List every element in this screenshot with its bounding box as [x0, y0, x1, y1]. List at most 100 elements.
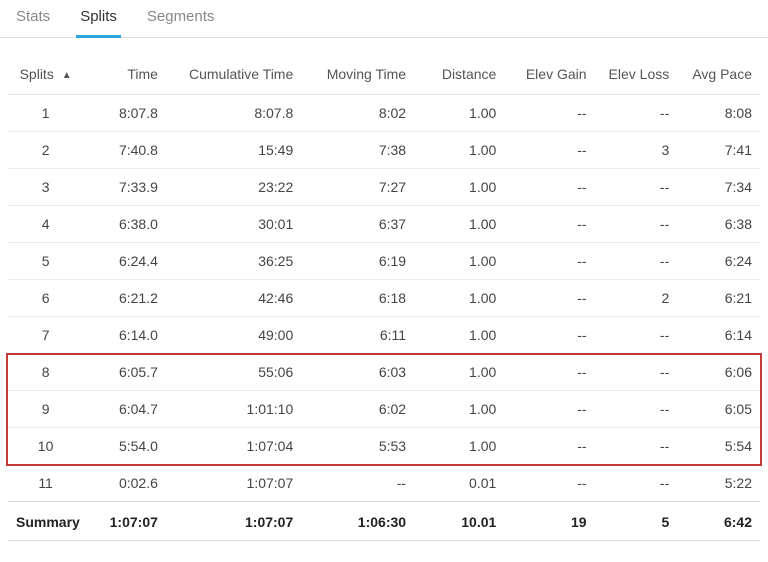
table-header-row: Splits ▲ Time Cumulative Time Moving Tim… — [8, 56, 760, 95]
activity-splits-panel: Stats Splits Segments Splits ▲ Time Cumu… — [0, 0, 768, 541]
col-moving[interactable]: Moving Time — [301, 56, 414, 95]
cell-split: 4 — [8, 206, 83, 243]
cell-loss: -- — [595, 206, 678, 243]
cell-dist: 1.00 — [414, 243, 504, 280]
col-splits[interactable]: Splits ▲ — [8, 56, 83, 95]
summary-pace: 6:42 — [677, 502, 760, 541]
cell-dist: 1.00 — [414, 132, 504, 169]
cell-pace: 7:34 — [677, 169, 760, 206]
cell-moving: -- — [301, 465, 414, 502]
cell-split: 5 — [8, 243, 83, 280]
cell-loss: 2 — [595, 280, 678, 317]
summary-dist: 10.01 — [414, 502, 504, 541]
cell-split: 3 — [8, 169, 83, 206]
cell-dist: 1.00 — [414, 391, 504, 428]
table-row[interactable]: 56:24.436:256:191.00----6:24 — [8, 243, 760, 280]
cell-time: 7:33.9 — [83, 169, 166, 206]
col-distance[interactable]: Distance — [414, 56, 504, 95]
cell-gain: -- — [504, 243, 594, 280]
cell-gain: -- — [504, 317, 594, 354]
cell-moving: 6:11 — [301, 317, 414, 354]
cell-time: 7:40.8 — [83, 132, 166, 169]
cell-time: 6:24.4 — [83, 243, 166, 280]
cell-pace: 8:08 — [677, 95, 760, 132]
col-avg-pace[interactable]: Avg Pace — [677, 56, 760, 95]
cell-pace: 5:22 — [677, 465, 760, 502]
cell-time: 6:05.7 — [83, 354, 166, 391]
cell-pace: 6:21 — [677, 280, 760, 317]
cell-dist: 1.00 — [414, 354, 504, 391]
cell-loss: -- — [595, 169, 678, 206]
col-splits-label: Splits — [20, 66, 54, 82]
cell-gain: -- — [504, 95, 594, 132]
col-cumulative[interactable]: Cumulative Time — [166, 56, 301, 95]
cell-time: 6:14.0 — [83, 317, 166, 354]
cell-gain: -- — [504, 428, 594, 465]
cell-moving: 5:53 — [301, 428, 414, 465]
col-elev-gain[interactable]: Elev Gain — [504, 56, 594, 95]
table-row[interactable]: 27:40.815:497:381.00--37:41 — [8, 132, 760, 169]
table-row[interactable]: 96:04.71:01:106:021.00----6:05 — [8, 391, 760, 428]
cell-cum: 1:01:10 — [166, 391, 301, 428]
col-time[interactable]: Time — [83, 56, 166, 95]
cell-moving: 6:19 — [301, 243, 414, 280]
col-elev-loss[interactable]: Elev Loss — [595, 56, 678, 95]
cell-cum: 1:07:07 — [166, 465, 301, 502]
cell-cum: 36:25 — [166, 243, 301, 280]
cell-cum: 55:06 — [166, 354, 301, 391]
cell-cum: 42:46 — [166, 280, 301, 317]
cell-moving: 6:03 — [301, 354, 414, 391]
table-row[interactable]: 46:38.030:016:371.00----6:38 — [8, 206, 760, 243]
cell-time: 8:07.8 — [83, 95, 166, 132]
cell-split: 6 — [8, 280, 83, 317]
summary-time: 1:07:07 — [83, 502, 166, 541]
table-row[interactable]: 86:05.755:066:031.00----6:06 — [8, 354, 760, 391]
cell-pace: 6:38 — [677, 206, 760, 243]
table-row[interactable]: 18:07.88:07.88:021.00----8:08 — [8, 95, 760, 132]
cell-moving: 6:02 — [301, 391, 414, 428]
table-row[interactable]: 66:21.242:466:181.00--26:21 — [8, 280, 760, 317]
table-row[interactable]: 105:54.01:07:045:531.00----5:54 — [8, 428, 760, 465]
cell-gain: -- — [504, 132, 594, 169]
cell-cum: 1:07:04 — [166, 428, 301, 465]
cell-loss: 3 — [595, 132, 678, 169]
cell-loss: -- — [595, 391, 678, 428]
cell-time: 6:04.7 — [83, 391, 166, 428]
cell-moving: 6:37 — [301, 206, 414, 243]
table-row[interactable]: 110:02.61:07:07--0.01----5:22 — [8, 465, 760, 502]
cell-gain: -- — [504, 354, 594, 391]
cell-gain: -- — [504, 391, 594, 428]
sort-asc-icon: ▲ — [62, 70, 72, 81]
cell-gain: -- — [504, 280, 594, 317]
cell-cum: 23:22 — [166, 169, 301, 206]
summary-row: Summary 1:07:07 1:07:07 1:06:30 10.01 19… — [8, 502, 760, 541]
cell-dist: 1.00 — [414, 280, 504, 317]
cell-loss: -- — [595, 243, 678, 280]
cell-cum: 8:07.8 — [166, 95, 301, 132]
cell-dist: 1.00 — [414, 317, 504, 354]
table-row[interactable]: 37:33.923:227:271.00----7:34 — [8, 169, 760, 206]
tab-splits[interactable]: Splits — [76, 0, 121, 38]
cell-time: 5:54.0 — [83, 428, 166, 465]
table-row[interactable]: 76:14.049:006:111.00----6:14 — [8, 317, 760, 354]
cell-dist: 1.00 — [414, 95, 504, 132]
cell-split: 2 — [8, 132, 83, 169]
cell-dist: 0.01 — [414, 465, 504, 502]
tab-segments[interactable]: Segments — [143, 0, 219, 38]
cell-split: 1 — [8, 95, 83, 132]
cell-split: 9 — [8, 391, 83, 428]
cell-split: 11 — [8, 465, 83, 502]
cell-pace: 6:24 — [677, 243, 760, 280]
cell-cum: 15:49 — [166, 132, 301, 169]
cell-time: 6:38.0 — [83, 206, 166, 243]
tab-bar: Stats Splits Segments — [0, 0, 768, 38]
cell-cum: 49:00 — [166, 317, 301, 354]
summary-gain: 19 — [504, 502, 594, 541]
summary-label: Summary — [8, 502, 83, 541]
cell-loss: -- — [595, 317, 678, 354]
cell-pace: 6:14 — [677, 317, 760, 354]
cell-split: 8 — [8, 354, 83, 391]
cell-gain: -- — [504, 465, 594, 502]
tab-stats[interactable]: Stats — [12, 0, 54, 38]
cell-pace: 6:05 — [677, 391, 760, 428]
